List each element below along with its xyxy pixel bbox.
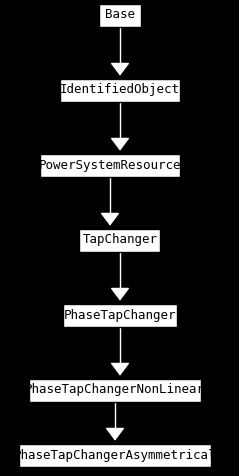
Bar [80,228,161,251]
Bar [99,3,141,27]
Text: PhaseTapChangerNonLinear: PhaseTapChangerNonLinear [25,384,205,397]
Text: PhaseTapChanger: PhaseTapChanger [64,308,176,321]
Bar [63,304,177,327]
Bar [60,79,180,101]
Text: PhaseTapChangerAsymmetrical: PhaseTapChangerAsymmetrical [14,448,216,462]
Bar [40,153,180,177]
Text: PowerSystemResource: PowerSystemResource [39,159,181,171]
Bar [29,378,201,401]
Bar [19,444,211,466]
Text: IdentifiedObject: IdentifiedObject [60,83,180,97]
Text: TapChanger: TapChanger [82,234,158,247]
Text: Base: Base [105,9,135,21]
